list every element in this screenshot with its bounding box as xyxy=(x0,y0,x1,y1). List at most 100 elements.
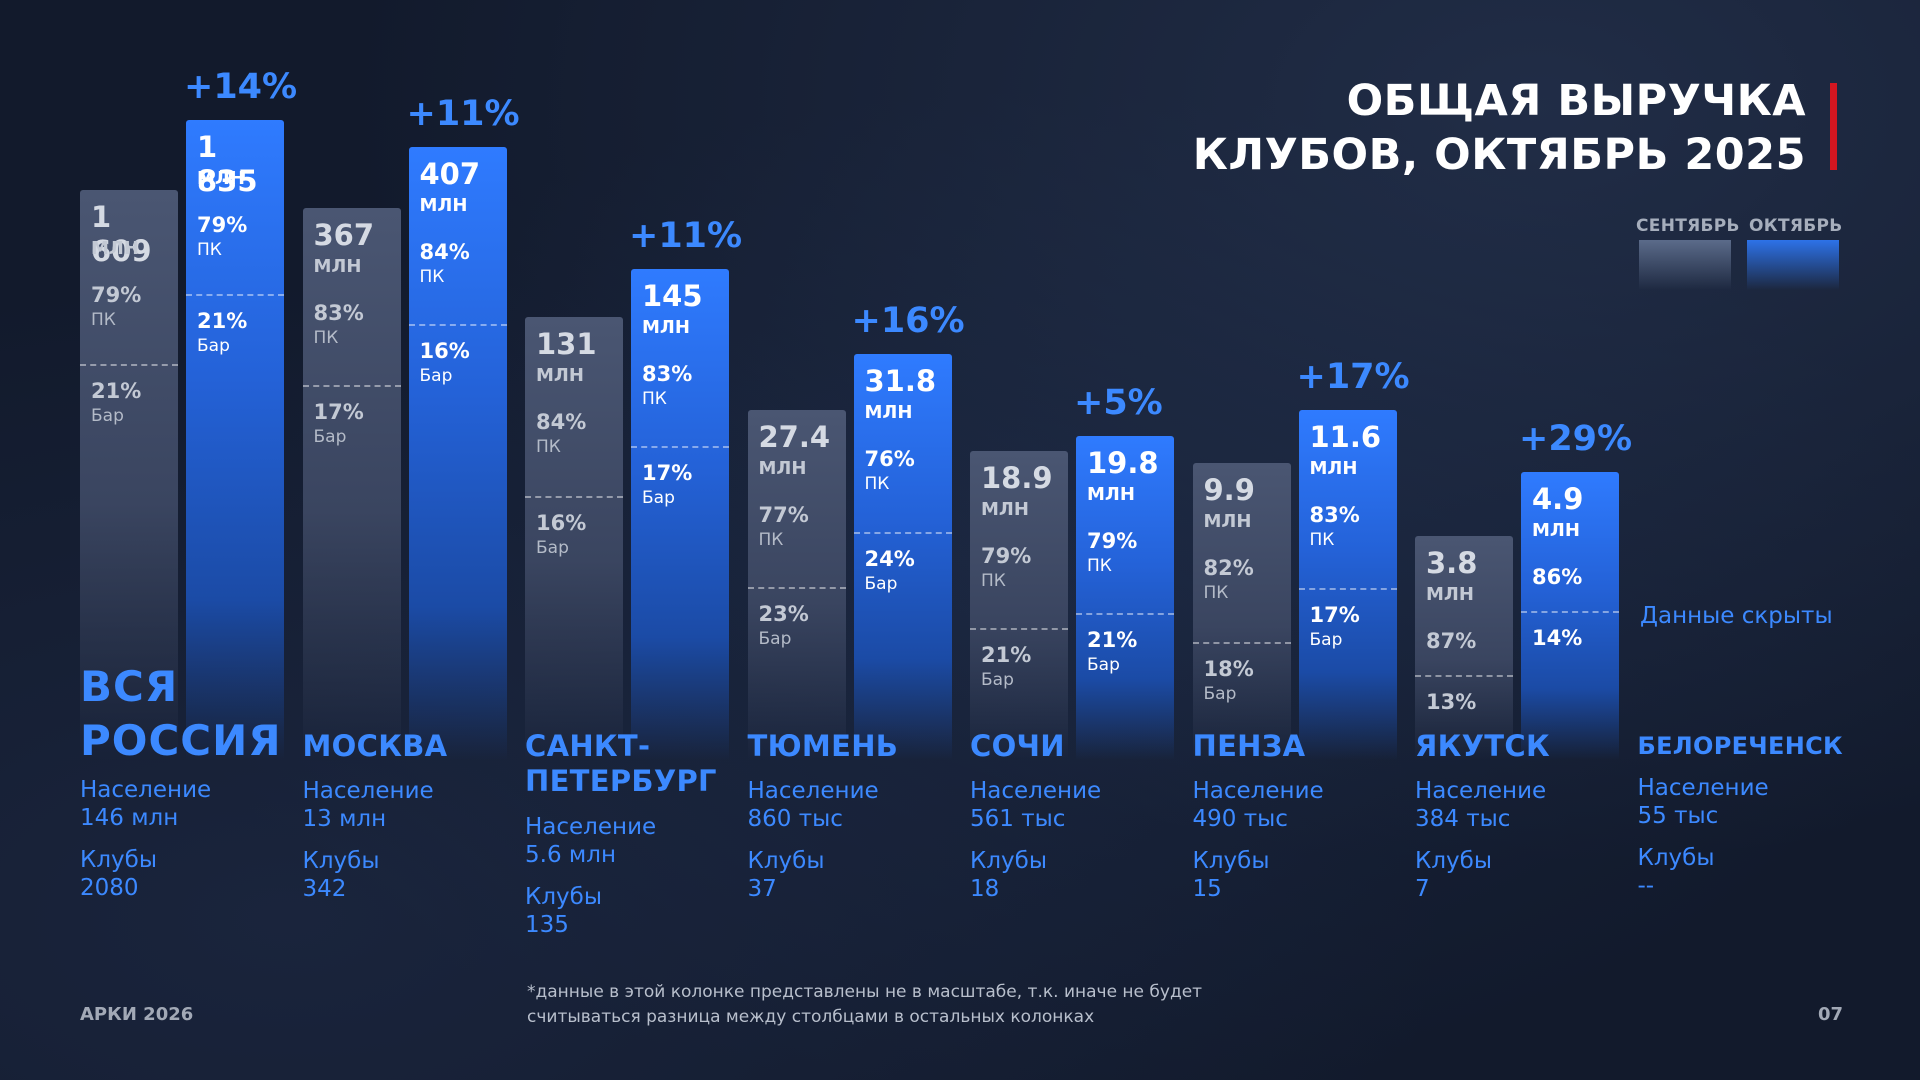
oct-divider xyxy=(1298,588,1397,590)
page-number: 07 xyxy=(1818,1004,1844,1025)
oct-bar-value: 19.8 xyxy=(1087,446,1159,480)
sep-bar-share: 21% xyxy=(981,643,1032,667)
population-value: 146 млн xyxy=(80,805,179,831)
oct-bar-share: 21% xyxy=(1087,628,1138,652)
oct-pc-label: ПК xyxy=(197,240,222,260)
growth-label: +11% xyxy=(629,216,743,256)
oct-divider xyxy=(1076,613,1174,615)
oct-bar-unit: МЛН xyxy=(1087,484,1135,505)
sep-pc-label: ПК xyxy=(313,328,339,348)
oct-bar: 4.9 МЛН 86% 14% xyxy=(1521,472,1619,760)
population-label: Население xyxy=(747,778,879,804)
growth-label: +5% xyxy=(1074,383,1163,423)
clubs-label: Клубы xyxy=(1192,848,1270,874)
city-name: СОЧИ xyxy=(970,729,1065,764)
city-info: Население 384 тыс Клубы 7 xyxy=(1415,777,1546,903)
sep-pc-share: 77% xyxy=(758,503,809,527)
oct-bar-value: 11.6 xyxy=(1309,420,1382,454)
sep-bar-label: Бар xyxy=(313,427,347,447)
footer-brand: АРКИ 2026 xyxy=(80,1004,194,1025)
oct-divider xyxy=(408,324,507,326)
population-label: Население xyxy=(80,777,212,803)
sep-bar-value: 9.9 xyxy=(1203,473,1255,507)
oct-bar-unit: МЛН xyxy=(1532,520,1580,541)
clubs-value: 18 xyxy=(970,876,1000,902)
clubs-value: 37 xyxy=(747,876,777,902)
oct-bar-share: 24% xyxy=(864,547,915,571)
population-label: Население xyxy=(302,778,434,804)
oct-divider xyxy=(1521,611,1619,613)
oct-bar-label: Бар xyxy=(1087,655,1120,675)
clubs-value: 2080 xyxy=(80,875,139,901)
sep-pc-label: ПК xyxy=(1203,583,1229,603)
sep-bar-label: Бар xyxy=(1203,684,1237,704)
legend-september-swatch xyxy=(1639,240,1731,290)
oct-divider xyxy=(186,294,284,296)
sep-bar: 27.4 МЛН 77% ПК 23% Бар xyxy=(747,410,846,760)
sep-pc-share: 79% xyxy=(91,283,142,307)
city-name: ЯКУТСК xyxy=(1415,729,1550,764)
city-name-line: ПЕНЗА xyxy=(1192,729,1306,763)
sep-bar-unit: МЛН xyxy=(1203,511,1252,532)
oct-pc-label: ПК xyxy=(1087,556,1112,576)
city-name-line: СОЧИ xyxy=(970,729,1065,763)
oct-bar-label: Бар xyxy=(864,574,898,594)
oct-bar-value: 145 xyxy=(642,279,703,313)
sep-bar-share: 16% xyxy=(536,511,587,535)
city-name-line: БЕЛОРЕЧЕНСК xyxy=(1637,732,1843,760)
oct-bar-unit: МЛН xyxy=(1309,458,1358,479)
legend-september-label: СЕНТЯБРЬ xyxy=(1636,216,1740,236)
clubs-value: 15 xyxy=(1192,876,1222,902)
city-info: Население 146 млн Клубы 2080 xyxy=(80,776,211,902)
population-value: 13 млн xyxy=(302,806,387,832)
clubs-label: Клубы xyxy=(1415,848,1492,874)
sep-bar-share: 17% xyxy=(313,400,364,424)
oct-bar: 19.8 МЛН 79% ПК 21% Бар xyxy=(1076,436,1174,760)
city-name-line: САНКТ- xyxy=(525,729,651,763)
sep-divider xyxy=(80,364,178,366)
population-label: Население xyxy=(1415,778,1547,804)
city-info: Население 5.6 млн Клубы 135 xyxy=(525,813,656,939)
growth-label: +11% xyxy=(406,94,520,134)
oct-bar-share: 17% xyxy=(1309,603,1360,627)
sep-bar-value: 367 xyxy=(313,218,375,252)
oct-bar-value: 1 835 xyxy=(197,130,258,198)
growth-label: +17% xyxy=(1296,357,1410,397)
oct-bar-unit: МЛН xyxy=(197,168,245,189)
sep-pc-share: 84% xyxy=(536,410,587,434)
city-name: МОСКВА xyxy=(303,729,448,764)
sep-bar-label: Бар xyxy=(536,538,569,558)
sep-divider xyxy=(1192,642,1291,644)
oct-bar: 31.8 МЛН 76% ПК 24% Бар xyxy=(853,354,952,760)
city-info: Население 55 тыс Клубы -- xyxy=(1638,774,1769,900)
sep-bar: 9.9 МЛН 82% ПК 18% Бар xyxy=(1192,463,1291,760)
sep-bar-label: Бар xyxy=(91,406,124,426)
oct-pc-share: 79% xyxy=(197,213,248,237)
population-label: Население xyxy=(1192,778,1324,804)
sep-bar-value: 18.9 xyxy=(981,461,1053,495)
city-name-line: ВСЯ xyxy=(80,662,179,711)
population-value: 384 тыс xyxy=(1415,806,1511,832)
oct-bar-label: Бар xyxy=(419,366,453,386)
oct-bar-share: 16% xyxy=(419,339,470,363)
sep-divider xyxy=(970,628,1068,630)
clubs-label: Клубы xyxy=(302,848,380,874)
sep-bar-share: 13% xyxy=(1426,690,1477,714)
sep-bar-value: 27.4 xyxy=(758,420,831,454)
sep-bar-unit: МЛН xyxy=(91,238,139,259)
city-info: Население 490 тыс Клубы 15 xyxy=(1193,777,1324,903)
oct-bar-label: Бар xyxy=(642,488,675,508)
growth-label: +16% xyxy=(851,301,965,341)
city-name: ТЮМЕНЬ xyxy=(748,729,899,764)
sep-divider xyxy=(525,496,623,498)
city-name-line: ЯКУТСК xyxy=(1415,729,1550,763)
footnote: *данные в этой колонке представлены не в… xyxy=(527,980,1202,1030)
sep-bar: 131 МЛН 84% ПК 16% Бар xyxy=(525,317,623,760)
city-name-line: ПЕТЕРБУРГ xyxy=(525,764,717,798)
clubs-label: Клубы xyxy=(1637,845,1715,871)
oct-bar: 145 МЛН 83% ПК 17% Бар xyxy=(631,269,729,760)
oct-pc-share: 83% xyxy=(642,362,693,386)
sep-bar-label: Бар xyxy=(758,629,792,649)
sep-pc-label: ПК xyxy=(981,571,1006,591)
city-name: САНКТ- ПЕТЕРБУРГ xyxy=(525,729,717,799)
